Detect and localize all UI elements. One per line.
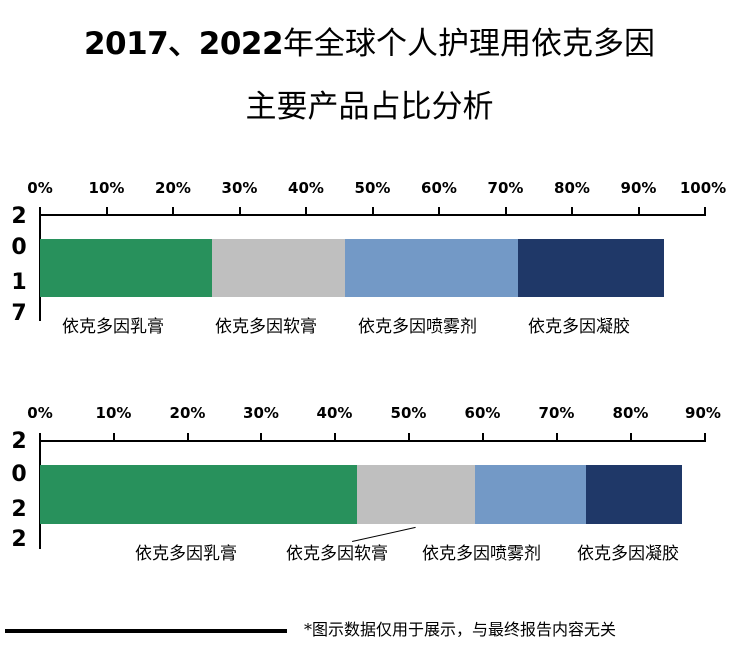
tick-mark	[629, 433, 632, 441]
tick-label: 100%	[679, 179, 727, 197]
tick-label: 90%	[685, 404, 721, 422]
chart-2022: 0% 10% 20% 30% 40% 50% 60% 70% 80% 90% 2…	[11, 404, 721, 564]
tick-mark	[333, 433, 336, 441]
tick-label: 70%	[538, 404, 575, 422]
y-label-char: 2	[11, 429, 27, 454]
tick-mark	[704, 433, 706, 441]
stacked-bar-2017	[40, 239, 664, 297]
tick-label: 40%	[316, 404, 353, 422]
y-label-char: 0	[11, 235, 27, 260]
tick-label: 40%	[288, 179, 324, 197]
tick-label: 60%	[421, 179, 457, 197]
segment-label-emulsion: 依克多因乳膏	[135, 544, 237, 564]
tick-label: 10%	[88, 179, 125, 197]
tick-mark	[504, 207, 507, 215]
segment-label-ointment: 依克多因软膏	[286, 544, 388, 564]
tick-mark	[704, 207, 706, 215]
tick-mark	[481, 433, 484, 441]
disclaimer-note: *图示数据仅用于展示，与最终报告内容无关	[304, 620, 617, 639]
segment-ointment	[357, 465, 475, 524]
y-label-char: 2	[11, 527, 27, 552]
tick-mark	[112, 433, 115, 441]
tick-mark	[172, 207, 174, 215]
footer-divider	[5, 629, 287, 633]
tick-label: 80%	[612, 404, 649, 422]
segment-label-ointment: 依克多因软膏	[215, 317, 317, 337]
tick-mark	[555, 433, 558, 441]
segment-label-emulsion: 依克多因乳膏	[62, 317, 164, 337]
tick-mark	[571, 207, 573, 215]
y-label-char: 2	[11, 497, 27, 522]
tick-mark	[105, 207, 108, 215]
tick-label: 0%	[27, 179, 53, 197]
segment-spray	[475, 465, 586, 524]
y-label-char: 1	[11, 270, 27, 295]
tick-label: 0%	[27, 404, 53, 422]
segment-gel	[518, 239, 664, 297]
stacked-bar-2022	[40, 465, 682, 524]
title-years: 2017、2022	[83, 26, 284, 62]
segment-label-gel: 依克多因凝胶	[577, 544, 679, 564]
y-label-char: 2	[11, 204, 27, 229]
tick-mark	[186, 433, 189, 441]
tick-label: 20%	[155, 179, 191, 197]
tick-label: 70%	[487, 179, 524, 197]
y-label-char: 0	[11, 462, 27, 487]
label-leader-line	[352, 526, 416, 542]
segment-emulsion	[40, 465, 357, 524]
tick-label: 30%	[243, 404, 279, 422]
tick-label: 20%	[169, 404, 206, 422]
tick-mark	[371, 207, 374, 215]
tick-mark	[305, 207, 307, 215]
title-text: 年全球个人护理用依克多因	[283, 26, 656, 62]
tick-mark	[238, 207, 241, 215]
segment-label-spray: 依克多因喷雾剂	[422, 544, 541, 564]
chart-title-line1: 2017、2022年全球个人护理用依克多因	[0, 22, 739, 66]
x-axis-line	[39, 214, 706, 216]
segment-ointment	[212, 239, 345, 297]
tick-label: 60%	[464, 404, 501, 422]
segment-emulsion	[40, 239, 212, 297]
segment-spray	[345, 239, 518, 297]
chart-title-line2: 主要产品占比分析	[245, 89, 494, 125]
tick-label: 80%	[554, 179, 590, 197]
tick-label: 30%	[221, 179, 258, 197]
x-axis-line	[39, 440, 706, 442]
chart-2017: 0% 10% 20% 30% 40% 50% 60% 70% 80% 90% 1…	[11, 179, 727, 337]
tick-mark	[407, 433, 410, 441]
y-label-char: 7	[11, 301, 27, 326]
tick-label: 50%	[390, 404, 427, 422]
segment-label-spray: 依克多因喷雾剂	[358, 317, 477, 337]
tick-label: 50%	[354, 179, 391, 197]
tick-mark	[438, 207, 440, 215]
tick-mark	[637, 207, 640, 215]
tick-label: 90%	[620, 179, 657, 197]
tick-label: 10%	[95, 404, 132, 422]
tick-mark	[260, 433, 262, 441]
segment-gel	[586, 465, 682, 524]
segment-label-gel: 依克多因凝胶	[528, 317, 630, 337]
